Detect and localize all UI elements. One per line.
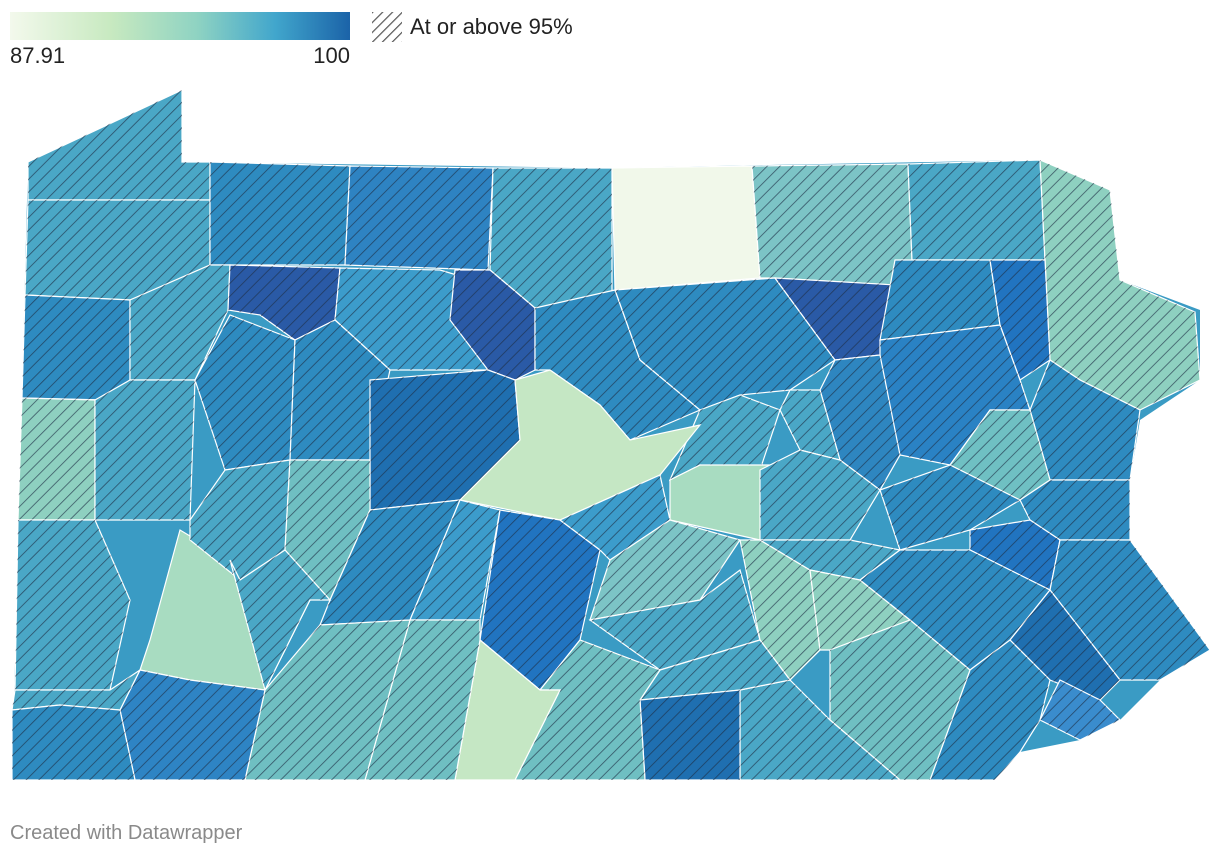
county-greene[interactable] [11, 704, 136, 781]
county-westmoreland[interactable] [229, 549, 332, 692]
county-york[interactable] [739, 679, 902, 781]
county-union[interactable] [668, 394, 781, 482]
county-carbon[interactable] [879, 464, 1022, 551]
county-erie[interactable] [27, 89, 211, 201]
county-lawrence[interactable] [17, 397, 96, 521]
county-crawford[interactable] [24, 199, 211, 301]
county-columbia[interactable] [819, 354, 901, 491]
county-huntingdon[interactable] [479, 509, 601, 691]
county-jefferson[interactable] [289, 319, 391, 461]
color-gradient-bar [10, 12, 350, 40]
county-clarion[interactable] [194, 314, 296, 471]
county-beaver[interactable] [14, 519, 131, 691]
hatch-swatch-icon [372, 12, 402, 42]
county-warren[interactable] [209, 161, 351, 266]
pennsylvania-county-map [11, 89, 1211, 781]
county-mckean[interactable] [344, 165, 494, 271]
credit-footer: Created with Datawrapper [10, 822, 243, 844]
county-perry[interactable] [588, 568, 761, 671]
county-butler[interactable] [94, 379, 196, 521]
county-adams[interactable] [639, 689, 741, 781]
county-lancaster[interactable] [829, 619, 971, 781]
county-armstrong[interactable] [189, 459, 291, 581]
county-centre[interactable] [458, 369, 702, 521]
county-fayette[interactable] [119, 669, 266, 781]
county-chester[interactable] [929, 639, 1051, 781]
county-lycoming[interactable] [614, 277, 836, 411]
county-venango[interactable] [129, 264, 231, 381]
gradient-labels: 87.91 100 [10, 43, 350, 69]
county-somerset[interactable] [244, 619, 411, 781]
county-tioga[interactable] [611, 165, 761, 291]
county-blair[interactable] [409, 499, 501, 621]
county-northampton[interactable] [1019, 479, 1131, 541]
county-luzerne[interactable] [879, 324, 1031, 466]
county-potter[interactable] [489, 167, 613, 309]
county-mercer[interactable] [21, 294, 131, 401]
county-cameron[interactable] [449, 269, 536, 381]
county-juniata[interactable] [589, 519, 741, 621]
county-northumberland[interactable] [759, 449, 881, 541]
hatch-legend-label: At or above 95% [410, 14, 573, 39]
color-scale-legend: 87.91 100 [10, 12, 350, 69]
county-philadelphia[interactable] [1039, 679, 1122, 741]
county-lehigh[interactable] [969, 519, 1061, 591]
county-indiana[interactable] [284, 459, 371, 602]
county-wyoming[interactable] [879, 259, 1001, 341]
county-lackawanna[interactable] [989, 259, 1051, 381]
county-susquehanna[interactable] [907, 159, 1046, 261]
county-pike[interactable] [1029, 359, 1141, 481]
county-bradford[interactable] [751, 163, 913, 286]
county-cumberland[interactable] [638, 639, 792, 701]
scale-max-label: 100 [313, 43, 350, 68]
scale-min-label: 87.91 [10, 43, 66, 68]
county-sullivan[interactable] [773, 277, 896, 361]
county-clearfield[interactable] [369, 369, 521, 511]
hatch-legend: At or above 95% [372, 12, 573, 42]
